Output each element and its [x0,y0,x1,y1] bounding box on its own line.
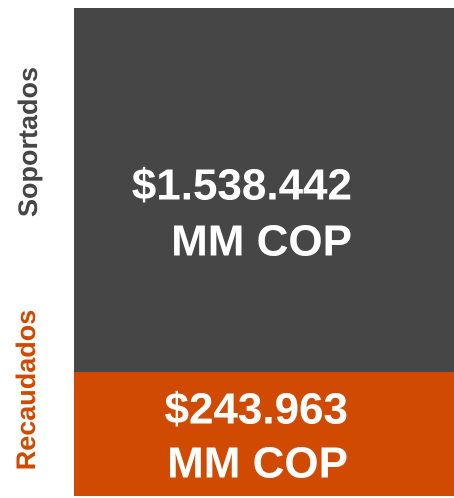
recaudados-block [74,372,454,496]
soportados-amount: $1.538.442 [132,161,352,210]
recaudados-label: Recaudados [11,310,41,471]
soportados-block [74,8,454,372]
soportados-unit: MM COP [171,217,352,266]
soportados-label: Soportados [13,67,43,217]
recaudados-unit: MM COP [167,439,348,488]
recaudados-amount: $243.963 [164,385,348,434]
